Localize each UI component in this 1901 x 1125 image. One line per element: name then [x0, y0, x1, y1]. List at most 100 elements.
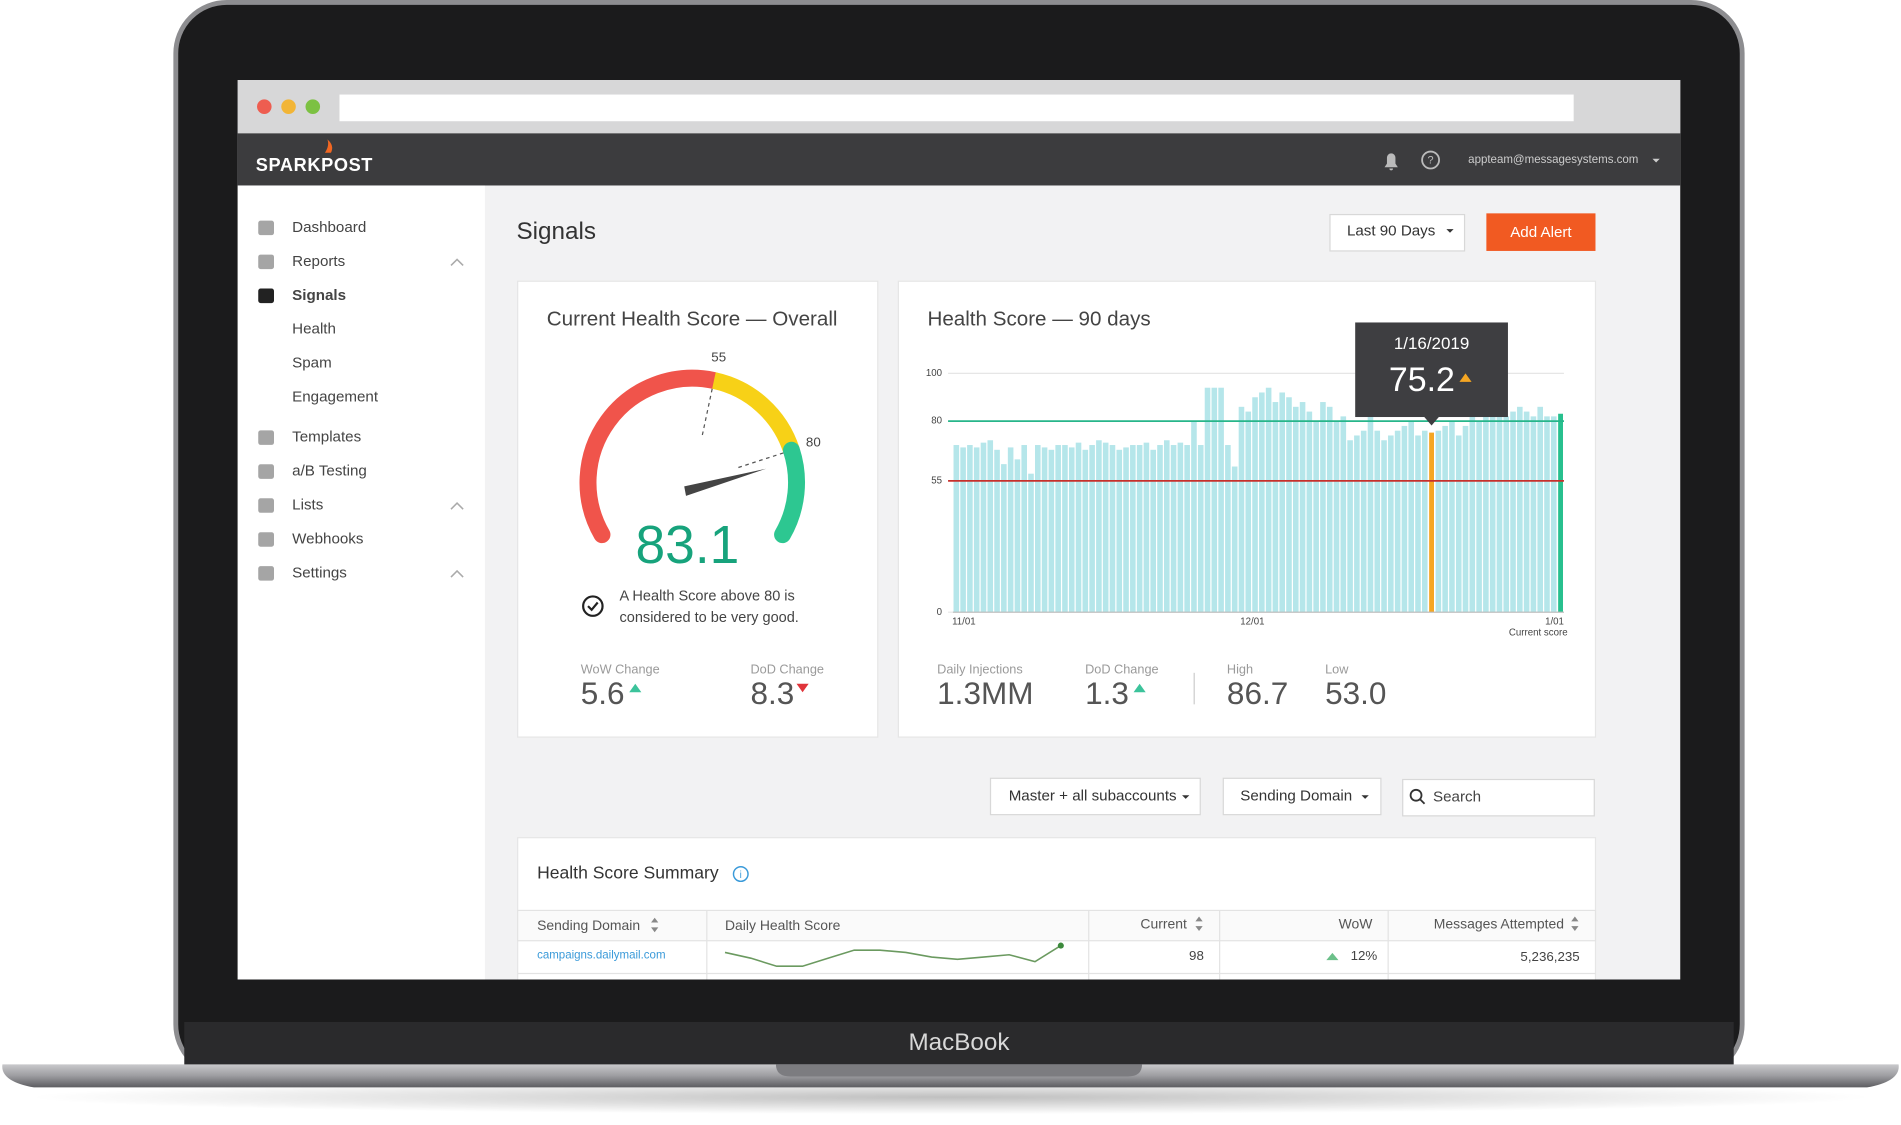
nav-item[interactable]: Health — [292, 321, 336, 338]
subaccount-label: Master + all subaccounts — [1009, 787, 1177, 804]
current-cell: 98 — [1189, 948, 1204, 963]
bar — [1265, 387, 1272, 613]
search-input[interactable] — [1402, 778, 1595, 817]
bar — [973, 447, 980, 613]
bar — [1408, 421, 1414, 613]
stat-value: 8.3 — [750, 675, 794, 711]
gauge-card — [517, 280, 879, 738]
nav-item[interactable]: Webhooks — [292, 530, 364, 547]
nav-item[interactable]: Lists — [292, 497, 324, 514]
close-dot[interactable] — [257, 99, 272, 114]
gauge-note: A Health Score above 80 is — [620, 588, 795, 604]
bar — [1279, 392, 1285, 613]
bar — [1367, 416, 1374, 613]
bar — [987, 440, 994, 613]
min-dot[interactable] — [281, 99, 296, 114]
user-menu[interactable]: appteam@messagesystems.com — [1468, 154, 1638, 166]
nav-icon — [258, 220, 274, 236]
trend-up — [629, 683, 642, 693]
nav-item[interactable]: Dashboard — [292, 219, 366, 236]
sort-icons — [651, 916, 1579, 933]
bar — [1123, 447, 1129, 613]
nav-item[interactable]: Reports — [292, 253, 345, 270]
column-header[interactable]: WoW — [1339, 916, 1374, 932]
bar — [1421, 430, 1428, 613]
sort-icon[interactable] — [1195, 916, 1203, 932]
bar — [1374, 430, 1381, 613]
nav-icon — [258, 566, 274, 581]
bar — [1014, 459, 1021, 613]
page-title: Signals — [516, 218, 595, 245]
bar — [1292, 406, 1299, 613]
bar — [1035, 445, 1041, 613]
bar — [1483, 416, 1489, 613]
column-header[interactable]: Current — [1140, 916, 1187, 932]
check-mark — [587, 601, 599, 612]
tooltip-value: 75.2 — [1389, 361, 1455, 399]
bar — [1157, 445, 1163, 613]
bar — [1082, 449, 1089, 613]
bar — [1530, 416, 1537, 613]
bar — [1191, 421, 1197, 613]
stat-value: 1.3MM — [937, 675, 1033, 711]
bar — [1394, 430, 1401, 613]
nav-item[interactable]: Settings — [292, 564, 347, 581]
bar — [1347, 440, 1353, 613]
bar — [1109, 445, 1116, 613]
range-caret — [1446, 229, 1454, 233]
help-mark: ? — [1428, 155, 1434, 167]
summary-title: Health Score Summary — [537, 863, 719, 883]
user-caret — [1652, 158, 1660, 163]
x-tick-label: 12/01 — [1240, 616, 1264, 627]
add-alert-button[interactable] — [1486, 213, 1596, 251]
logo[interactable]: SPARKPOST — [256, 155, 373, 175]
gauge-segment — [774, 441, 806, 544]
sort-icon[interactable] — [651, 917, 659, 933]
column-header[interactable]: Sending Domain — [537, 917, 640, 933]
sparkline-end — [1057, 942, 1064, 949]
bar — [1218, 387, 1224, 613]
bell-icon[interactable] — [1384, 153, 1398, 171]
sort-icon[interactable] — [1571, 916, 1579, 932]
bar — [1435, 430, 1442, 613]
stat-value: 1.3 — [1085, 675, 1129, 711]
bar — [1299, 402, 1306, 613]
bar — [1462, 425, 1469, 613]
bar — [1333, 421, 1340, 613]
bar — [1442, 425, 1448, 613]
nav-item[interactable]: Signals — [292, 287, 346, 304]
nav-item[interactable]: a/B Testing — [292, 463, 367, 480]
column-header[interactable]: Messages Attempted — [1434, 916, 1564, 932]
notch — [775, 1064, 1143, 1077]
tooltip-date: 1/16/2019 — [1394, 334, 1470, 353]
bar — [1313, 421, 1319, 613]
sparkline — [724, 944, 1062, 967]
info-icon[interactable] — [732, 866, 749, 883]
help-icon[interactable] — [1421, 150, 1440, 170]
bar — [1075, 442, 1082, 613]
check-icon — [582, 595, 604, 617]
nav-item[interactable]: Templates — [292, 429, 361, 446]
subaccount-select[interactable] — [989, 777, 1201, 816]
bar — [953, 445, 960, 613]
add-alert-label: Add Alert — [1510, 224, 1572, 241]
bar — [1429, 432, 1434, 613]
bar — [967, 445, 973, 613]
max-dot[interactable] — [305, 99, 321, 114]
nav-chevron — [450, 501, 464, 510]
url-field[interactable] — [339, 94, 1574, 122]
bar — [1550, 416, 1557, 613]
nav-item[interactable]: Spam — [292, 355, 332, 372]
nav-icon — [258, 288, 274, 304]
bar — [1130, 445, 1136, 613]
bar — [1286, 397, 1292, 613]
y-tick-label: 100 — [926, 368, 943, 379]
bar — [1163, 440, 1170, 613]
domain-select[interactable] — [1222, 777, 1382, 816]
nav-item[interactable]: Engagement — [292, 389, 379, 406]
domain-link[interactable]: campaigns.dailymail.com — [537, 949, 665, 961]
range-button[interactable] — [1329, 213, 1466, 252]
search-placeholder: Search — [1433, 789, 1481, 806]
